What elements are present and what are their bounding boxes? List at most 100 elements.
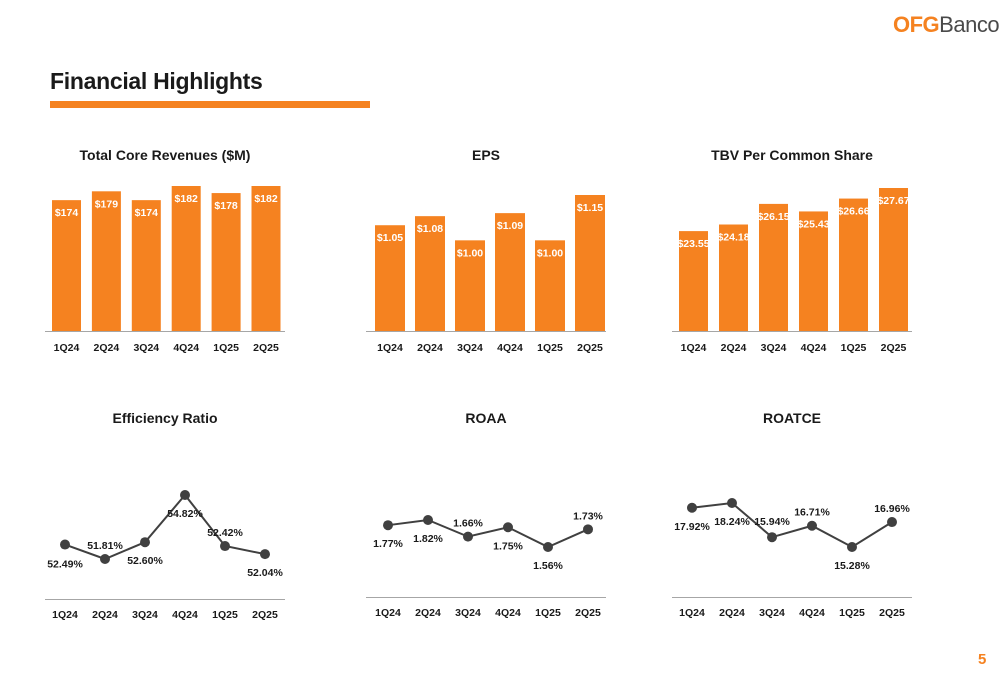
data-point: [543, 542, 553, 552]
chart-line-5: ROAA 1Q24 2Q24 3Q24 4Q24 1Q25 2Q25 1.77% 1.82% 1.…: [366, 410, 606, 619]
bar-value-label: $179: [95, 198, 119, 210]
bar-value-label: $174: [55, 207, 79, 219]
bar-value-label: $1.00: [537, 247, 563, 259]
bar-value-label: $1.00: [457, 247, 483, 259]
x-tick-label: 1Q25: [839, 607, 865, 619]
bar-value-label: $26.66: [837, 206, 869, 218]
data-point: [767, 532, 777, 543]
data-point: [503, 522, 513, 533]
x-tick-label: 4Q24: [172, 609, 198, 621]
bar-value-label: $1.08: [417, 223, 443, 235]
data-label: 54.82%: [167, 508, 203, 520]
chart-title: ROAA: [465, 410, 506, 426]
data-point: [583, 524, 593, 535]
x-tick-label: 3Q24: [759, 607, 785, 619]
data-label: 1.73%: [573, 510, 603, 522]
page-title: Financial Highlights: [50, 68, 263, 94]
bar-value-label: $182: [254, 193, 278, 205]
x-tick-label: 3Q24: [132, 609, 158, 621]
x-tick-label: 2Q24: [719, 607, 745, 619]
bar: [575, 195, 605, 331]
bar: [52, 200, 81, 331]
bar: [415, 216, 445, 331]
x-tick-label: 4Q24: [497, 342, 523, 354]
x-tick-label: 2Q24: [92, 609, 118, 621]
x-tick-label: 1Q24: [679, 607, 705, 619]
bar-value-label: $25.43: [797, 218, 829, 230]
bar: [131, 200, 161, 331]
x-tick-label: 2Q25: [252, 609, 278, 621]
data-label: 52.04%: [247, 567, 283, 579]
x-tick-label: 2Q25: [577, 342, 603, 354]
x-tick-label: 2Q24: [721, 342, 747, 354]
chart-title: TBV Per Common Share: [711, 147, 873, 163]
x-tick-label: 2Q24: [417, 342, 443, 354]
data-point: [807, 520, 817, 531]
x-tick-label: 4Q24: [801, 342, 827, 354]
bar: [879, 188, 908, 331]
x-tick-label: 2Q25: [253, 342, 279, 354]
bar: [679, 231, 708, 331]
x-tick-label: 4Q24: [799, 607, 825, 619]
data-label: 52.49%: [47, 559, 83, 571]
chart-title: EPS: [472, 147, 500, 163]
x-tick-label: 2Q25: [879, 607, 905, 619]
data-point: [140, 537, 150, 548]
x-tick-label: 2Q25: [575, 607, 601, 619]
data-label: 16.71%: [794, 507, 830, 519]
bar-value-label: $24.18: [717, 232, 749, 244]
bar: [719, 224, 748, 331]
logo-regular-text: Bancorp: [939, 12, 1000, 37]
bar: [211, 193, 241, 331]
bar-value-label: $178: [214, 200, 238, 212]
x-tick-label: 1Q25: [841, 342, 867, 354]
x-tick-label: 1Q25: [537, 342, 563, 354]
chart-title: Efficiency Ratio: [112, 410, 217, 426]
x-tick-label: 4Q24: [173, 342, 199, 354]
data-point: [100, 554, 110, 564]
x-tick-label: 1Q25: [212, 609, 238, 621]
chart-title: Total Core Revenues ($M): [80, 147, 251, 163]
x-tick-label: 3Q24: [761, 342, 787, 354]
bar-value-label: $1.15: [577, 202, 603, 214]
data-label: 1.82%: [413, 533, 443, 545]
data-label: 1.56%: [533, 560, 563, 572]
x-tick-label: 1Q24: [681, 342, 707, 354]
data-point: [60, 539, 70, 550]
x-tick-label: 1Q24: [377, 342, 403, 354]
bar-value-label: $1.09: [497, 220, 523, 232]
x-tick-label: 3Q24: [457, 342, 483, 354]
data-point: [727, 498, 737, 508]
data-label: 15.94%: [754, 516, 790, 528]
bar-value-label: $182: [175, 193, 199, 205]
bar: [535, 240, 565, 331]
data-label: 52.42%: [207, 527, 243, 539]
x-tick-label: 1Q24: [52, 609, 78, 621]
logo-bold-text: OFG: [893, 12, 940, 37]
ofg-bancorp-logo: OFGBancorp: [893, 12, 1000, 38]
data-label: 51.81%: [87, 540, 123, 552]
bar: [251, 186, 281, 331]
data-point: [887, 517, 897, 528]
data-point: [260, 549, 270, 560]
bar: [839, 198, 868, 331]
bar: [455, 240, 485, 331]
x-tick-label: 2Q25: [881, 342, 907, 354]
bar: [171, 186, 201, 331]
data-label: 18.24%: [714, 516, 750, 528]
data-label: 52.60%: [127, 555, 163, 567]
x-tick-label: 4Q24: [495, 607, 521, 619]
x-tick-label: 3Q24: [133, 342, 159, 354]
chart-title: ROATCE: [763, 410, 821, 426]
x-tick-label: 1Q25: [535, 607, 561, 619]
data-point: [383, 520, 393, 531]
data-label: 15.28%: [834, 560, 870, 572]
bar-value-label: $174: [135, 207, 159, 219]
data-point: [220, 541, 230, 552]
bar: [91, 191, 121, 331]
bar-value-label: $27.67: [877, 195, 909, 207]
bar: [375, 225, 405, 331]
data-label: 17.92%: [674, 521, 710, 533]
bar-value-label: $26.15: [757, 211, 789, 223]
